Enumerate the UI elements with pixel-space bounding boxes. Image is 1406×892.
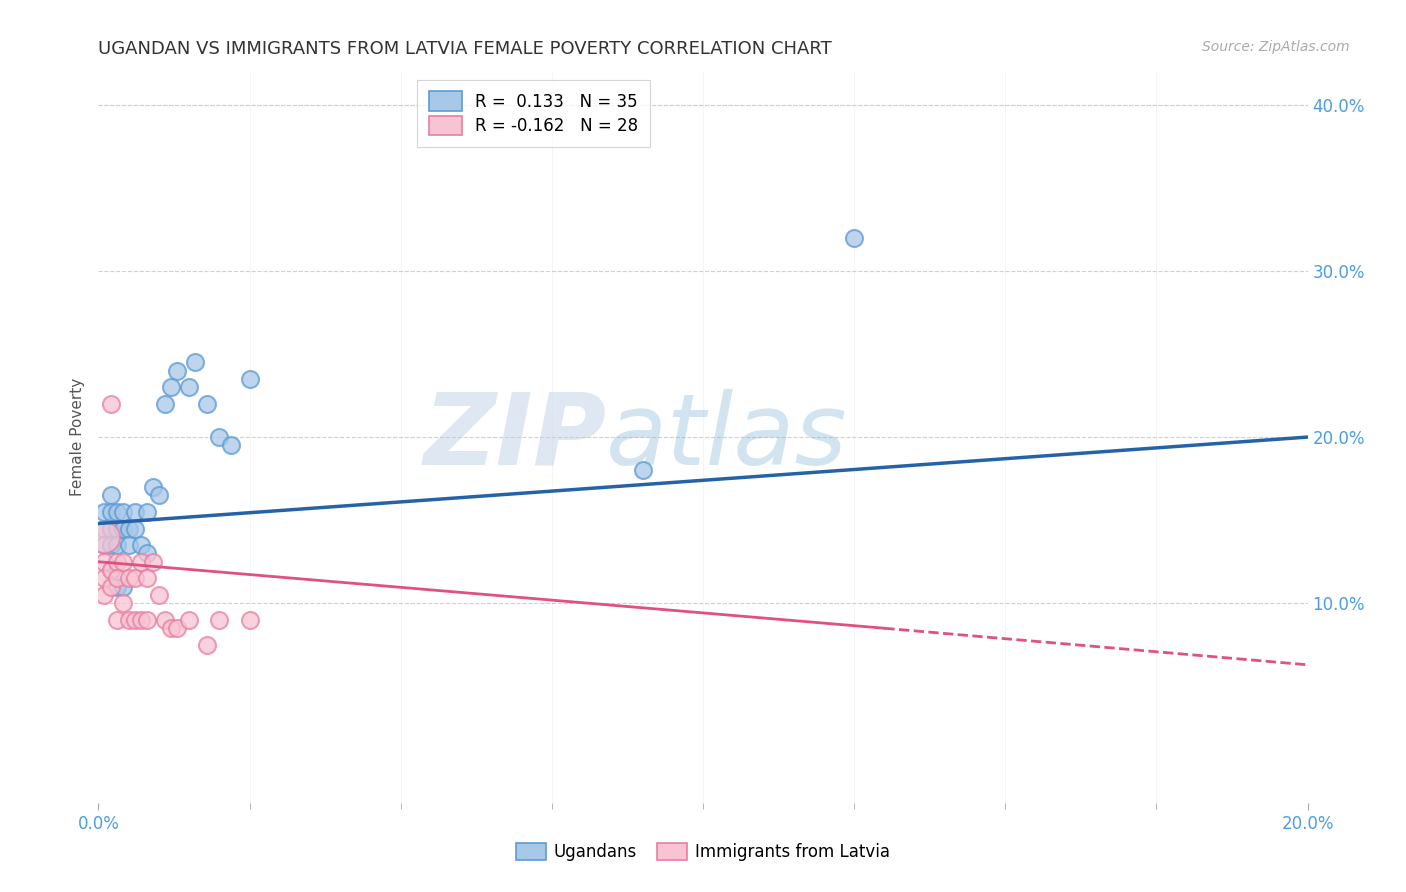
Point bbox=[142, 555, 165, 569]
Point bbox=[208, 430, 231, 444]
Point bbox=[93, 538, 115, 552]
Point bbox=[93, 521, 115, 535]
Point bbox=[111, 521, 134, 535]
Point bbox=[153, 613, 176, 627]
Point bbox=[153, 397, 176, 411]
Y-axis label: Female Poverty: Female Poverty bbox=[70, 378, 86, 496]
Point bbox=[135, 571, 157, 585]
Point bbox=[118, 538, 141, 552]
Point bbox=[111, 580, 134, 594]
Text: UGANDAN VS IMMIGRANTS FROM LATVIA FEMALE POVERTY CORRELATION CHART: UGANDAN VS IMMIGRANTS FROM LATVIA FEMALE… bbox=[98, 40, 832, 58]
Point bbox=[105, 555, 128, 569]
Point bbox=[135, 613, 157, 627]
Point bbox=[195, 638, 218, 652]
Point bbox=[239, 372, 262, 386]
Point bbox=[160, 380, 183, 394]
Point bbox=[111, 555, 134, 569]
Point bbox=[93, 505, 115, 519]
Point bbox=[100, 505, 122, 519]
Point bbox=[100, 563, 122, 577]
Point bbox=[124, 571, 146, 585]
Point bbox=[135, 505, 157, 519]
Point bbox=[239, 613, 262, 627]
Point bbox=[221, 438, 243, 452]
Point bbox=[844, 230, 866, 244]
Point bbox=[100, 521, 122, 535]
Point bbox=[118, 521, 141, 535]
Point bbox=[105, 538, 128, 552]
Point bbox=[100, 538, 122, 552]
Legend: Ugandans, Immigrants from Latvia: Ugandans, Immigrants from Latvia bbox=[509, 836, 897, 868]
Point bbox=[105, 571, 128, 585]
Point bbox=[93, 530, 115, 544]
Point bbox=[93, 555, 115, 569]
Point bbox=[166, 621, 188, 635]
Point bbox=[184, 355, 207, 369]
Point bbox=[100, 563, 122, 577]
Point bbox=[129, 555, 152, 569]
Point bbox=[105, 521, 128, 535]
Point bbox=[105, 505, 128, 519]
Point bbox=[100, 488, 122, 502]
Point bbox=[105, 613, 128, 627]
Point bbox=[111, 505, 134, 519]
Point bbox=[118, 571, 141, 585]
Point bbox=[631, 463, 654, 477]
Text: Source: ZipAtlas.com: Source: ZipAtlas.com bbox=[1202, 40, 1350, 54]
Point bbox=[179, 613, 201, 627]
Point bbox=[100, 580, 122, 594]
Text: atlas: atlas bbox=[606, 389, 848, 485]
Point bbox=[124, 521, 146, 535]
Point bbox=[124, 505, 146, 519]
Point bbox=[129, 613, 152, 627]
Point bbox=[179, 380, 201, 394]
Point bbox=[148, 488, 170, 502]
Point bbox=[118, 613, 141, 627]
Point bbox=[111, 596, 134, 610]
Point bbox=[166, 363, 188, 377]
Point bbox=[142, 480, 165, 494]
Text: ZIP: ZIP bbox=[423, 389, 606, 485]
Point bbox=[148, 588, 170, 602]
Point bbox=[93, 588, 115, 602]
Point bbox=[100, 397, 122, 411]
Point bbox=[195, 397, 218, 411]
Point bbox=[129, 538, 152, 552]
Point bbox=[135, 546, 157, 560]
Point bbox=[208, 613, 231, 627]
Point bbox=[160, 621, 183, 635]
Point bbox=[93, 571, 115, 585]
Point bbox=[105, 580, 128, 594]
Point bbox=[124, 613, 146, 627]
